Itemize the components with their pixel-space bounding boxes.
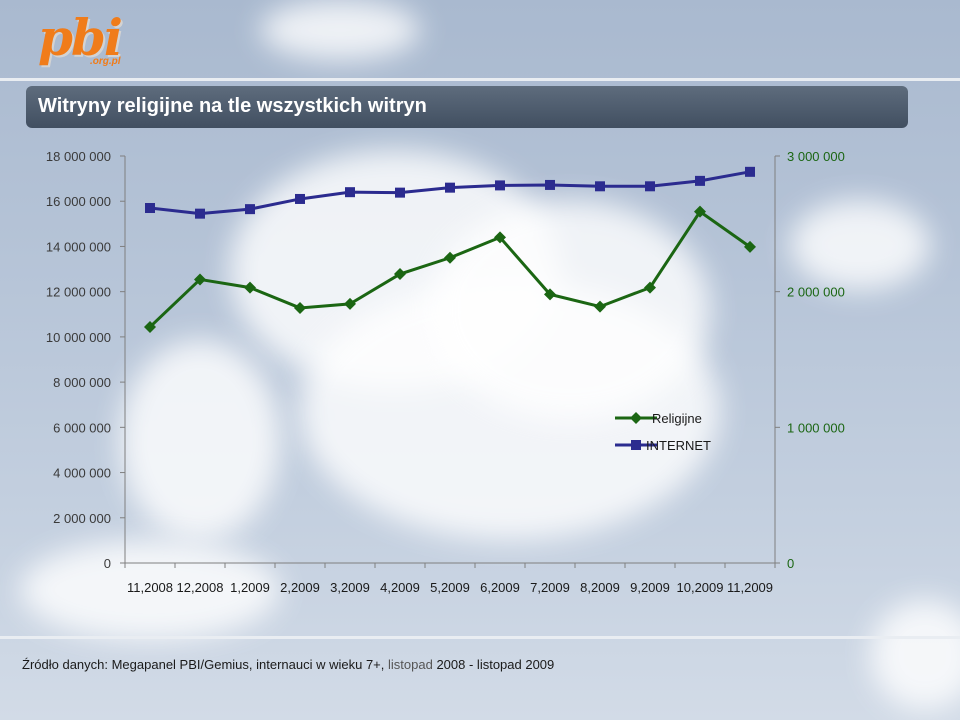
left-tick-label: 18 000 000 — [46, 149, 111, 164]
data-point-religijne — [244, 281, 256, 294]
right-tick-label: 3 000 000 — [787, 149, 845, 164]
legend-marker-internet — [631, 440, 641, 450]
data-point-religijne — [444, 251, 456, 264]
data-point-religijne — [294, 301, 306, 314]
bottom-divider — [0, 636, 960, 639]
data-point-internet — [245, 204, 255, 215]
data-point-internet — [745, 166, 755, 177]
legend-label-internet: INTERNET — [646, 438, 711, 453]
data-point-internet — [645, 181, 655, 192]
x-tick-label: 10,2009 — [677, 580, 724, 595]
data-point-religijne — [544, 288, 556, 301]
left-tick-label: 4 000 000 — [53, 466, 111, 481]
chart-legend: Religijne INTERNET — [615, 411, 711, 453]
left-tick-label: 2 000 000 — [53, 511, 111, 526]
left-tick-label: 16 000 000 — [46, 194, 111, 209]
pbi-logo: pbi .org.pl — [38, 8, 138, 74]
source-prefix: Źródło danych: Megapanel PBI/Gemius, int… — [22, 657, 385, 672]
left-tick-label: 0 — [104, 556, 111, 571]
cloud-shape — [260, 0, 420, 60]
left-axis-ticks: 0 2 000 000 4 000 000 6 000 000 8 000 000 10 … — [46, 149, 125, 571]
x-tick-label: 2,2009 — [280, 580, 320, 595]
legend-marker-religijne — [630, 412, 642, 424]
cloud-shape — [120, 340, 280, 540]
data-point-internet — [145, 203, 155, 214]
source-note: Źródło danych: Megapanel PBI/Gemius, int… — [22, 657, 554, 672]
cloud-shape — [790, 200, 930, 290]
x-tick-label: 3,2009 — [330, 580, 370, 595]
source-period-word: listopad — [388, 657, 433, 672]
left-tick-label: 8 000 000 — [53, 375, 111, 390]
right-tick-label: 2 000 000 — [787, 285, 845, 300]
x-axis-ticks: 11,2008 12,2008 1,2009 2,2009 3,2009 4,2009 5,… — [124, 563, 776, 595]
data-point-internet — [545, 179, 555, 190]
data-point-internet — [395, 187, 405, 198]
logo-main-text: pbi — [38, 8, 123, 67]
cloud-shape — [430, 200, 710, 420]
data-point-religijne — [644, 281, 656, 294]
page-title: Witryny religijne na tle wszystkich witr… — [38, 95, 427, 117]
left-tick-label: 6 000 000 — [53, 420, 111, 435]
data-point-internet — [595, 181, 605, 192]
data-point-religijne — [194, 273, 206, 286]
series-religijne — [144, 205, 756, 333]
x-tick-label: 8,2009 — [580, 580, 620, 595]
legend-label-religijne: Religijne — [652, 411, 702, 426]
x-tick-label: 1,2009 — [230, 580, 270, 595]
right-tick-label: 0 — [787, 556, 794, 571]
series-internet — [145, 166, 755, 219]
x-tick-label: 12,2008 — [177, 580, 224, 595]
data-point-religijne — [344, 297, 356, 310]
data-point-religijne — [144, 320, 156, 333]
data-point-religijne — [694, 205, 706, 218]
series-layer — [144, 166, 756, 333]
data-point-internet — [195, 208, 205, 219]
right-axis-ticks: 0 1 000 000 2 000 000 3 000 000 — [775, 149, 845, 571]
source-suffix: 2008 - listopad 2009 — [436, 657, 555, 672]
x-tick-label: 7,2009 — [530, 580, 570, 595]
data-point-religijne — [594, 300, 606, 313]
data-point-internet — [695, 175, 705, 186]
left-tick-label: 10 000 000 — [46, 330, 111, 345]
legend-item-religijne: Religijne — [615, 411, 702, 426]
cloud-shape — [20, 540, 280, 640]
data-point-internet — [295, 193, 305, 204]
x-tick-label: 5,2009 — [430, 580, 470, 595]
data-point-religijne — [744, 240, 756, 253]
x-tick-label: 9,2009 — [630, 580, 670, 595]
cloud-shape — [870, 600, 960, 710]
x-tick-label: 11,2008 — [127, 580, 173, 595]
left-tick-label: 14 000 000 — [46, 239, 111, 254]
chart-axes — [124, 156, 776, 564]
data-point-religijne — [394, 268, 406, 281]
data-point-internet — [345, 187, 355, 198]
data-point-internet — [445, 182, 455, 193]
left-tick-label: 12 000 000 — [46, 285, 111, 300]
right-tick-label: 1 000 000 — [787, 420, 845, 435]
legend-item-internet: INTERNET — [615, 438, 711, 453]
data-point-religijne — [494, 231, 506, 244]
x-tick-label: 4,2009 — [380, 580, 420, 595]
data-point-internet — [495, 180, 505, 191]
x-tick-label: 6,2009 — [480, 580, 520, 595]
x-tick-label: 11,2009 — [727, 580, 773, 595]
series-line-internet — [149, 170, 751, 216]
top-divider — [0, 78, 960, 81]
title-bar: Witryny religijne na tle wszystkich witr… — [26, 86, 908, 128]
series-line-religijne — [148, 209, 751, 329]
logo-sub-text: .org.pl — [90, 56, 121, 67]
